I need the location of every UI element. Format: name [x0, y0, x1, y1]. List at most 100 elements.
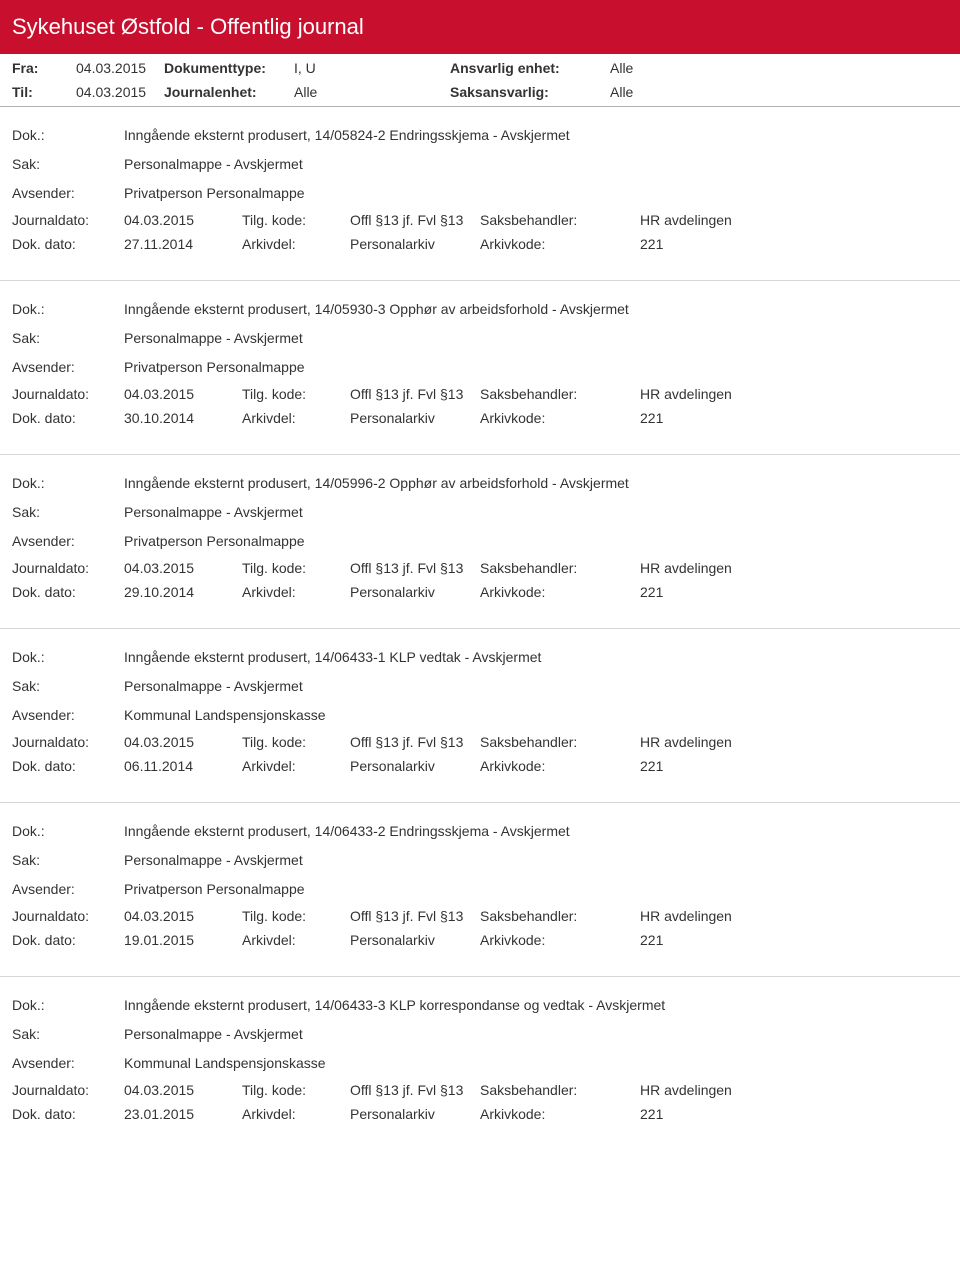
arkivkode-value: 221	[640, 584, 948, 600]
detail-row: Journaldato:04.03.2015Tilg. kode:Offl §1…	[12, 904, 948, 928]
entry-row: Sak:Personalmappe - Avskjermet	[12, 324, 948, 353]
detail-row: Dok. dato:23.01.2015Arkivdel:Personalark…	[12, 1102, 948, 1126]
arkivdel-value: Personalarkiv	[350, 932, 480, 948]
arkivdel-value: Personalarkiv	[350, 1106, 480, 1122]
tilgkode-label: Tilg. kode:	[242, 386, 350, 402]
dokdato-value: 19.01.2015	[124, 932, 242, 948]
journaldato-label: Journaldato:	[12, 908, 124, 924]
avsender-value: Privatperson Personalmappe	[124, 357, 948, 378]
journaldato-value: 04.03.2015	[124, 1082, 242, 1098]
avsender-label: Avsender:	[12, 357, 124, 378]
sak-value: Personalmappe - Avskjermet	[124, 1024, 948, 1045]
arkivkode-value: 221	[640, 1106, 948, 1122]
journal-entry: Dok.:Inngående eksternt produsert, 14/05…	[0, 281, 960, 440]
dok-value: Inngående eksternt produsert, 14/05824-2…	[124, 125, 948, 146]
dokdato-label: Dok. dato:	[12, 584, 124, 600]
dokdato-value: 23.01.2015	[124, 1106, 242, 1122]
dok-value: Inngående eksternt produsert, 14/05930-3…	[124, 299, 948, 320]
dok-value: Inngående eksternt produsert, 14/06433-1…	[124, 647, 948, 668]
tilgkode-value: Offl §13 jf. Fvl §13	[350, 386, 480, 402]
saksbehandler-value: HR avdelingen	[640, 1082, 948, 1098]
saksbehandler-label: Saksbehandler:	[480, 908, 640, 924]
saksbehandler-value: HR avdelingen	[640, 560, 948, 576]
dokdato-value: 30.10.2014	[124, 410, 242, 426]
entry-row: Dok.:Inngående eksternt produsert, 14/05…	[12, 121, 948, 150]
arkivdel-label: Arkivdel:	[242, 1106, 350, 1122]
arkivdel-label: Arkivdel:	[242, 410, 350, 426]
dokdato-value: 06.11.2014	[124, 758, 242, 774]
arkivkode-label: Arkivkode:	[480, 410, 640, 426]
meta-row-1: Fra: 04.03.2015 Dokumenttype: I, U Ansva…	[0, 54, 960, 78]
detail-row: Journaldato:04.03.2015Tilg. kode:Offl §1…	[12, 208, 948, 232]
dok-label: Dok.:	[12, 995, 124, 1016]
journalenhet-label: Journalenhet:	[164, 84, 294, 100]
dok-label: Dok.:	[12, 299, 124, 320]
page-title: Sykehuset Østfold - Offentlig journal	[0, 0, 960, 54]
detail-row: Dok. dato:06.11.2014Arkivdel:Personalark…	[12, 754, 948, 778]
saksbehandler-label: Saksbehandler:	[480, 560, 640, 576]
entry-row: Dok.:Inngående eksternt produsert, 14/05…	[12, 295, 948, 324]
arkivdel-value: Personalarkiv	[350, 584, 480, 600]
dok-label: Dok.:	[12, 125, 124, 146]
arkivdel-value: Personalarkiv	[350, 236, 480, 252]
entry-row: Dok.:Inngående eksternt produsert, 14/06…	[12, 817, 948, 846]
journaldato-value: 04.03.2015	[124, 734, 242, 750]
til-value: 04.03.2015	[76, 84, 164, 100]
avsender-value: Privatperson Personalmappe	[124, 531, 948, 552]
sak-label: Sak:	[12, 328, 124, 349]
arkivdel-label: Arkivdel:	[242, 236, 350, 252]
avsender-value: Kommunal Landspensjonskasse	[124, 1053, 948, 1074]
saksansvarlig-value: Alle	[610, 84, 633, 100]
arkivkode-label: Arkivkode:	[480, 1106, 640, 1122]
avsender-label: Avsender:	[12, 183, 124, 204]
dokdato-value: 29.10.2014	[124, 584, 242, 600]
arkivkode-value: 221	[640, 236, 948, 252]
journal-entry: Dok.:Inngående eksternt produsert, 14/06…	[0, 803, 960, 962]
dok-label: Dok.:	[12, 473, 124, 494]
dok-label: Dok.:	[12, 647, 124, 668]
dok-value: Inngående eksternt produsert, 14/06433-3…	[124, 995, 948, 1016]
journaldato-label: Journaldato:	[12, 734, 124, 750]
arkivdel-value: Personalarkiv	[350, 758, 480, 774]
til-label: Til:	[12, 84, 76, 100]
entry-row: Sak:Personalmappe - Avskjermet	[12, 846, 948, 875]
detail-row: Dok. dato:30.10.2014Arkivdel:Personalark…	[12, 406, 948, 430]
fra-value: 04.03.2015	[76, 60, 164, 76]
journaldato-value: 04.03.2015	[124, 212, 242, 228]
entry-row: Avsender:Kommunal Landspensjonskasse	[12, 701, 948, 730]
saksbehandler-value: HR avdelingen	[640, 386, 948, 402]
journaldato-value: 04.03.2015	[124, 560, 242, 576]
dokdato-label: Dok. dato:	[12, 410, 124, 426]
tilgkode-label: Tilg. kode:	[242, 1082, 350, 1098]
sak-value: Personalmappe - Avskjermet	[124, 676, 948, 697]
arkivkode-label: Arkivkode:	[480, 584, 640, 600]
sak-label: Sak:	[12, 676, 124, 697]
arkivdel-label: Arkivdel:	[242, 932, 350, 948]
meta-row-2: Til: 04.03.2015 Journalenhet: Alle Saksa…	[0, 78, 960, 102]
avsender-value: Privatperson Personalmappe	[124, 183, 948, 204]
detail-row: Dok. dato:27.11.2014Arkivdel:Personalark…	[12, 232, 948, 256]
entry-row: Sak:Personalmappe - Avskjermet	[12, 1020, 948, 1049]
arkivdel-value: Personalarkiv	[350, 410, 480, 426]
entry-row: Sak:Personalmappe - Avskjermet	[12, 672, 948, 701]
sak-value: Personalmappe - Avskjermet	[124, 502, 948, 523]
sak-label: Sak:	[12, 1024, 124, 1045]
avsender-value: Privatperson Personalmappe	[124, 879, 948, 900]
dokumenttype-label: Dokumenttype:	[164, 60, 294, 76]
detail-row: Dok. dato:19.01.2015Arkivdel:Personalark…	[12, 928, 948, 952]
journaldato-label: Journaldato:	[12, 212, 124, 228]
saksbehandler-value: HR avdelingen	[640, 212, 948, 228]
sak-label: Sak:	[12, 502, 124, 523]
saksbehandler-label: Saksbehandler:	[480, 734, 640, 750]
arkivkode-value: 221	[640, 410, 948, 426]
tilgkode-value: Offl §13 jf. Fvl §13	[350, 908, 480, 924]
detail-row: Journaldato:04.03.2015Tilg. kode:Offl §1…	[12, 556, 948, 580]
dokdato-label: Dok. dato:	[12, 1106, 124, 1122]
detail-row: Journaldato:04.03.2015Tilg. kode:Offl §1…	[12, 382, 948, 406]
sak-label: Sak:	[12, 154, 124, 175]
journaldato-label: Journaldato:	[12, 386, 124, 402]
arkivdel-label: Arkivdel:	[242, 758, 350, 774]
journal-entry: Dok.:Inngående eksternt produsert, 14/06…	[0, 977, 960, 1136]
saksbehandler-value: HR avdelingen	[640, 734, 948, 750]
arkivkode-value: 221	[640, 758, 948, 774]
